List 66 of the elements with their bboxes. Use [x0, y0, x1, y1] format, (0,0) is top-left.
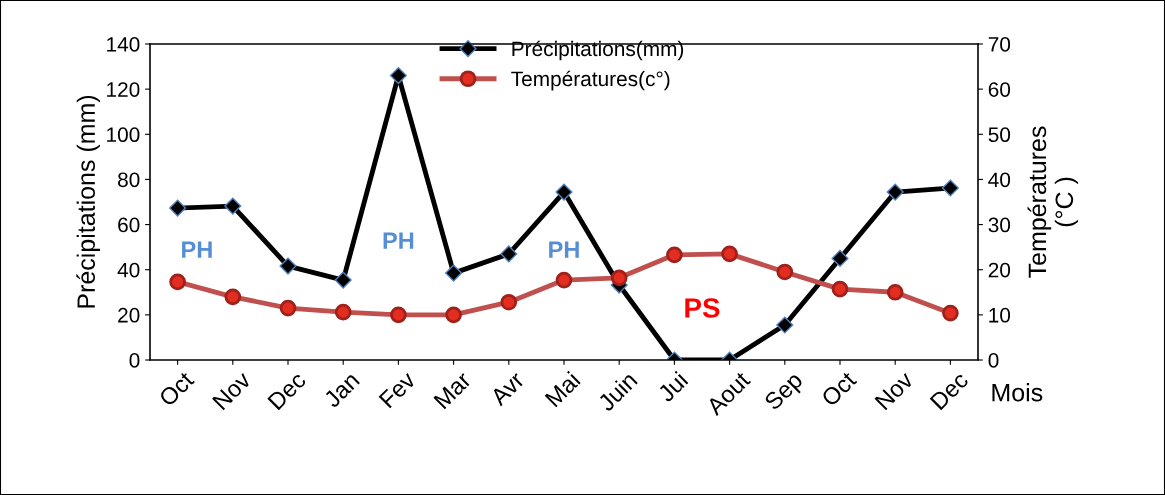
point [721, 245, 738, 263]
point [555, 271, 573, 289]
y-tick-label: 140 [107, 37, 140, 52]
legend-label: Températures(c°) [511, 70, 670, 91]
x-tick-label: Oct [820, 370, 858, 408]
point [279, 257, 297, 275]
annotation: PH [383, 232, 414, 249]
point [169, 199, 187, 217]
point [334, 271, 352, 289]
point [389, 67, 407, 85]
point [776, 316, 794, 334]
point [942, 304, 959, 322]
annotation: PH [549, 241, 579, 258]
x-tick-label: Fev [378, 370, 417, 409]
annotation: PS [685, 298, 720, 318]
point [390, 306, 407, 324]
y2-tick-label: 60 [988, 82, 1011, 97]
point [445, 264, 463, 282]
y2-tick-label: 10 [989, 307, 1011, 323]
point [610, 269, 628, 287]
point [169, 273, 186, 291]
y2-tick-label: 50 [988, 127, 1011, 143]
legend-label: Précipitations(mm) [512, 40, 684, 61]
point [886, 183, 904, 201]
x-tick-label: Oct [158, 370, 195, 408]
y-tick-label: 80 [118, 172, 140, 188]
point [555, 183, 573, 201]
y-tick-label: 40 [117, 262, 140, 278]
y2-tick-label: 30 [988, 217, 1011, 233]
x-tick-label: Avr [489, 370, 526, 407]
point [500, 293, 518, 311]
x-tick-label: Nov [212, 370, 253, 411]
y-tick-label: 20 [118, 307, 140, 323]
x-tick-label: Jan [322, 371, 361, 409]
y-tick-label: 100 [107, 127, 140, 143]
point [334, 303, 352, 321]
x-tick-label: Dec [929, 370, 970, 411]
y-tick-label: 0 [129, 353, 140, 368]
y2-tick-label: 40 [988, 172, 1011, 188]
point [886, 283, 904, 301]
y2-tick-label: 0 [988, 353, 999, 368]
point [224, 288, 242, 306]
point [500, 245, 518, 263]
y-axis-title: Précipitations (mm) [76, 95, 100, 308]
x-tick-label: Juin [596, 370, 638, 413]
point [776, 263, 794, 281]
x-axis-title: Mois [992, 383, 1043, 402]
point [445, 306, 462, 324]
y-tick-label: 60 [118, 217, 140, 233]
x-tick-label: Sep [763, 370, 807, 415]
point [279, 299, 297, 317]
annotation: PH [182, 241, 212, 258]
x-tick-label: Jui [656, 370, 689, 404]
x-tick-label: Mar [433, 370, 473, 410]
y2-tick-label: 70 [988, 37, 1011, 52]
x-tick-label: Mai [544, 370, 581, 408]
x-tick-label: Nov [874, 370, 915, 411]
point [831, 280, 849, 298]
point [941, 179, 959, 197]
y2-tick-label: 20 [988, 262, 1011, 278]
point [224, 197, 242, 215]
point [666, 246, 683, 264]
point [831, 249, 849, 267]
y-tick-label: 120 [107, 82, 140, 97]
y2-axis-title: Températures (°C ) [1027, 126, 1079, 278]
x-tick-label: Dec [267, 370, 307, 411]
